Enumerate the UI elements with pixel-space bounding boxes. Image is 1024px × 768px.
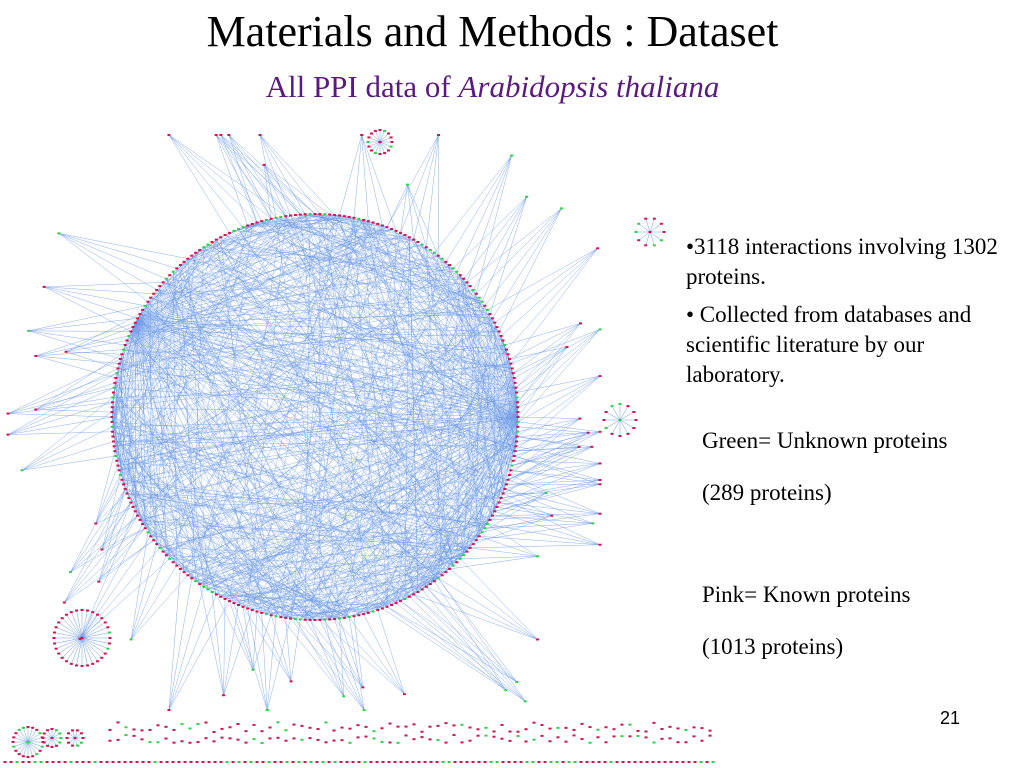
ppi-network-image — [3, 129, 715, 763]
subtitle-species: Arabidopsis thaliana — [458, 69, 720, 104]
bullet-interactions: •3118 interactions involving 1302 protei… — [686, 234, 998, 289]
network-nodes — [3, 129, 715, 763]
legend-pink-count: (1013 proteins) — [702, 634, 844, 659]
slide-subtitle: All PPI data of Arabidopsis thaliana — [0, 68, 985, 106]
legend-pink-label: Pink= Known proteins — [702, 582, 911, 607]
bullet-list: •3118 interactions involving 1302 protei… — [686, 232, 1006, 398]
bullet-sources: • Collected from databases and scientifi… — [686, 302, 972, 387]
legend-green-label: Green= Unknown proteins — [702, 428, 948, 453]
slide-title: Materials and Methods : Dataset — [206, 7, 779, 56]
page-number: 21 — [940, 708, 961, 728]
subtitle-prefix: All PPI data of — [265, 69, 459, 104]
legend-green-count: (289 proteins) — [702, 480, 832, 505]
network-edges — [7, 130, 664, 757]
